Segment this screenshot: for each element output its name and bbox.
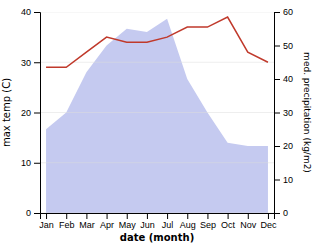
grid-line (40, 62, 274, 63)
tick-mark (248, 213, 249, 219)
tick: 30 (21, 58, 40, 68)
tick: Oct (221, 213, 236, 230)
tick-mark (34, 163, 40, 164)
tick-mark (66, 213, 67, 219)
tick: Feb (59, 213, 75, 230)
tick: 30 (274, 108, 293, 118)
tick: 60 (274, 7, 293, 17)
tick-mark (34, 213, 40, 214)
tick-label: 30 (283, 108, 293, 118)
tick-label: 10 (283, 175, 293, 185)
tick-mark (127, 213, 128, 219)
tick-label: Jun (140, 220, 155, 230)
tick-mark (187, 213, 188, 219)
plot-area (40, 12, 274, 213)
tick-label: May (119, 220, 137, 230)
tick: Nov (240, 213, 257, 230)
tick-mark (274, 213, 280, 214)
tick-mark (228, 213, 229, 219)
tick-label: Sep (200, 220, 216, 230)
tick: 10 (274, 175, 293, 185)
tick: 40 (21, 7, 40, 17)
tick-mark (274, 180, 280, 181)
tick-label: 20 (283, 141, 293, 151)
tick-label: Jan (39, 220, 54, 230)
x-axis: Jan Feb Mar Apr MayJun Jul Aug Sep Oct NovDec (39, 213, 277, 230)
tick-mark (274, 146, 280, 147)
tick-mark (274, 12, 280, 13)
tick-mark (147, 213, 148, 219)
grid-line (40, 162, 274, 163)
tick-mark (274, 46, 280, 47)
tick: 10 (21, 158, 40, 168)
tick-label: Oct (221, 220, 236, 230)
tick-mark (34, 113, 40, 114)
tick-label: 0 (26, 208, 31, 218)
tick: 50 (274, 41, 293, 51)
tick: Jan (39, 213, 54, 230)
tick-label: 40 (283, 74, 293, 84)
tick: 0 (274, 208, 288, 218)
tick-label: 10 (21, 158, 31, 168)
tick-label: Mar (79, 220, 95, 230)
x-axis-title: date (month) (120, 232, 194, 243)
axis-line (41, 214, 275, 220)
y2-axis: 0 10 20 30 40 50 60 (274, 7, 293, 218)
tick-mark (86, 213, 87, 219)
tick-label: 40 (21, 7, 31, 17)
tick-mark (107, 213, 108, 219)
area (46, 19, 268, 213)
tick: Dec (260, 213, 277, 230)
tick-label: Nov (240, 220, 257, 230)
tick-label: Aug (180, 220, 196, 230)
tick: Jul (162, 213, 174, 230)
tick-mark (274, 113, 280, 114)
tick: Sep (200, 213, 216, 230)
axis-line (34, 13, 41, 214)
tick-label: Dec (260, 220, 277, 230)
tick-label: Feb (59, 220, 75, 230)
tick-mark (274, 79, 280, 80)
tick-label: 0 (283, 208, 288, 218)
tick: Aug (180, 213, 196, 230)
tick: 20 (21, 108, 40, 118)
tick-mark (167, 213, 168, 219)
axis-line (275, 13, 281, 214)
tick: 20 (274, 141, 293, 151)
y-axis: 0 10 20 30 40 (21, 7, 41, 218)
tick-label: 50 (283, 41, 293, 51)
plot: Jan Feb Mar Apr MayJun Jul Aug Sep Oct NovDec 0 10 2… (1, 7, 312, 243)
line (46, 17, 268, 67)
tick-mark (34, 62, 40, 63)
tick: Mar (79, 213, 95, 230)
tick: 40 (274, 74, 293, 84)
tick-mark (207, 213, 208, 219)
grid (40, 12, 274, 213)
tick: 0 (26, 208, 40, 218)
tick: Jun (140, 213, 155, 230)
tick-mark (268, 213, 269, 219)
y-axis-title: max temp (C) (1, 78, 12, 147)
tick-mark (34, 12, 40, 13)
y2-axis-title: med. precipitation (kg/m2) (302, 52, 312, 173)
tick: May (119, 213, 137, 230)
grid-line (40, 112, 274, 113)
tick-label: Jul (162, 220, 174, 230)
grid-line (40, 213, 274, 214)
tick-label: 60 (283, 7, 293, 17)
tick-label: 20 (21, 108, 31, 118)
tick-mark (46, 213, 47, 219)
grid-line (40, 12, 274, 13)
chart: Jan Feb Mar Apr MayJun Jul Aug Sep Oct NovDec 0 10 2… (0, 0, 318, 247)
tick: Apr (100, 213, 114, 230)
tick-label: 30 (21, 58, 31, 68)
tick-label: Apr (100, 220, 114, 230)
